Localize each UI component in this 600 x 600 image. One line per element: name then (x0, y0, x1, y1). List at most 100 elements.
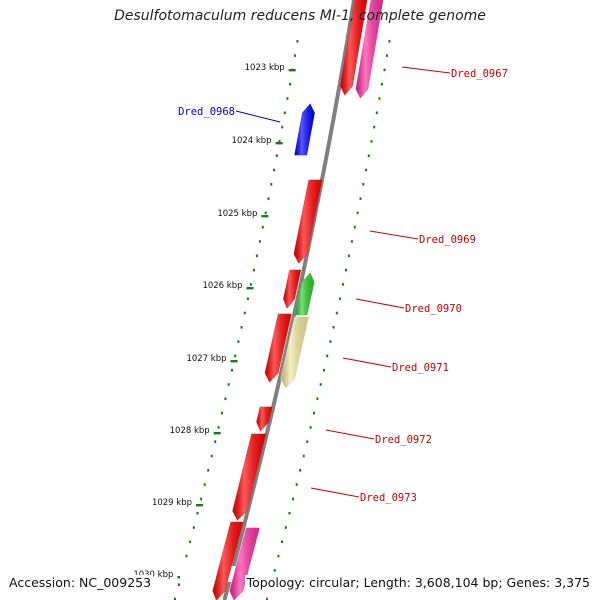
ring-dot (258, 240, 261, 243)
gene-dred-0968[interactable] (294, 103, 315, 156)
gene-label-dred-0971[interactable]: Dred_0971 (342, 357, 449, 374)
genome-backbone (222, 0, 356, 600)
label-leader-line (235, 110, 281, 123)
gene-dred-0970-pair-[interactable] (283, 269, 302, 309)
gene-dred-0967[interactable] (340, 0, 368, 96)
kbp-tick-mark (230, 360, 238, 363)
ring-dot (388, 40, 391, 43)
ring-dot (200, 497, 203, 501)
ring-dot (293, 54, 296, 57)
gene-label-text: Dred_0970 (405, 303, 462, 315)
gene-dred-0971[interactable] (280, 316, 309, 389)
ring-dot (224, 397, 227, 401)
ring-dot (266, 597, 268, 600)
right-tick-ring (266, 40, 391, 600)
ring-dot (237, 340, 240, 343)
ring-dot (210, 454, 213, 458)
gene-arrow-shading (212, 522, 243, 600)
ring-dot (338, 297, 341, 300)
ring-dot (270, 183, 273, 186)
gene-label-text: Dred_0967 (451, 68, 508, 80)
gene-label-dred-0970[interactable]: Dred_0970 (355, 298, 462, 315)
ring-dot (356, 211, 359, 215)
ring-dot (185, 554, 188, 558)
kbp-tick-label: 1027 kbp (186, 354, 226, 364)
gene-dred-0969[interactable] (293, 179, 323, 264)
gene-unlabeled-1[interactable] (229, 527, 260, 600)
label-leader-line (342, 357, 392, 368)
gene-label-text: Dred_0968 (178, 106, 235, 118)
map-title: Desulfotomaculum reducens MI-1, complete… (114, 8, 486, 24)
gene-unlabeled-2[interactable] (212, 521, 244, 600)
ring-dot (326, 354, 329, 358)
ring-dot (253, 268, 255, 272)
ring-dot (231, 368, 233, 372)
ring-dot (362, 183, 365, 186)
ring-dot (207, 469, 210, 472)
gene-label-text: Dred_0973 (360, 492, 417, 504)
ring-dot (221, 411, 223, 415)
ring-dot (275, 154, 278, 157)
gene-arrow-shading (294, 180, 322, 263)
ring-dot (286, 97, 289, 100)
ring-dot (227, 383, 230, 386)
gene-label-dred-0967[interactable]: Dred_0967 (401, 66, 508, 80)
gene-label-dred-0969[interactable]: Dred_0969 (369, 230, 476, 246)
ring-dot (289, 82, 291, 86)
ring-dot (243, 311, 246, 315)
ring-dot (288, 511, 291, 515)
gene-dred-0973[interactable] (232, 433, 267, 521)
ring-dot (373, 125, 376, 129)
gene-dred-0967-pair-[interactable] (355, 0, 384, 99)
gene-label-dred-0972[interactable]: Dred_0972 (325, 429, 432, 446)
gene-dred-0972[interactable] (256, 406, 273, 432)
gene-arrow-shading (265, 314, 292, 382)
ring-dot (370, 140, 373, 143)
ring-dot (217, 426, 220, 429)
ring-dot (378, 97, 381, 100)
ring-dot (284, 526, 287, 529)
kbp-tick-label: 1025 kbp (217, 209, 257, 219)
ring-dot (367, 154, 370, 157)
ring-dot (329, 340, 332, 343)
ring-dot (341, 283, 344, 286)
kbp-tick-label: 1030 kbp (133, 570, 173, 580)
gene-arrow-shading (280, 317, 309, 388)
label-leader-line (310, 487, 360, 498)
ring-dot (283, 111, 286, 115)
ring-dot (323, 368, 325, 372)
topology-text: Topology: circular; Length: 3,608,104 bp… (244, 575, 592, 590)
ring-dot (350, 240, 353, 243)
gene-label-text: Dred_0972 (375, 434, 432, 446)
ring-dot (261, 225, 264, 229)
ring-dot (316, 397, 319, 401)
gene-label-dred-0968[interactable]: Dred_0968 (178, 106, 281, 123)
ring-dot (234, 354, 237, 358)
ring-dot (292, 497, 295, 501)
kbp-tick-mark (213, 432, 221, 435)
ring-dot (240, 326, 243, 329)
ring-dot (332, 326, 335, 329)
ring-dot (302, 454, 305, 458)
kbp-tick-label: 1023 kbp (245, 63, 285, 73)
gene-arrow-shading (229, 528, 260, 600)
gene-arrow-shading (256, 407, 273, 431)
ring-dot (174, 597, 176, 600)
ring-dot (264, 211, 267, 215)
gene-arrow-shading (295, 273, 315, 315)
ring-dot (281, 540, 284, 544)
gene-dred-0970[interactable] (294, 272, 315, 316)
ring-dot (365, 168, 368, 172)
ring-dot (249, 283, 252, 286)
ring-dot (189, 540, 192, 544)
gene-dred-0971-pair-[interactable] (264, 313, 292, 383)
gene-label-dred-0973[interactable]: Dred_0973 (310, 487, 417, 504)
gene-label-text: Dred_0969 (419, 234, 476, 246)
ring-dot (345, 268, 347, 272)
ring-dot (278, 140, 281, 143)
kbp-tick-mark (288, 69, 296, 72)
label-leader-line (325, 429, 375, 440)
kbp-tick-mark (246, 287, 254, 290)
